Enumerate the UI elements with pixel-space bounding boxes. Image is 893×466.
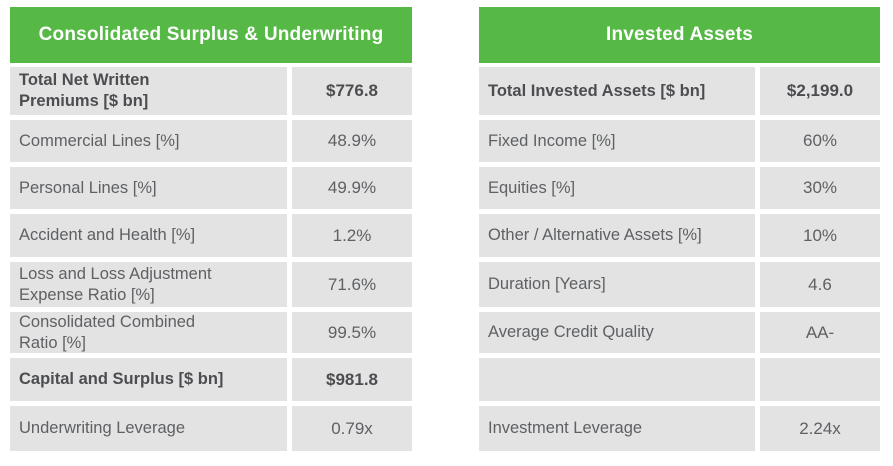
row-label: Underwriting Leverage [10, 406, 287, 451]
table-consolidated-surplus-underwriting: Consolidated Surplus & Underwriting Tota… [10, 7, 412, 451]
row-value: 0.79x [292, 406, 412, 451]
row-value: 30% [760, 167, 880, 209]
row-label: Commercial Lines [%] [10, 120, 287, 162]
table-row: Total Net Written Premiums [$ bn] $776.8 [10, 67, 412, 115]
row-value: 49.9% [292, 167, 412, 209]
row-value: 2.24x [760, 406, 880, 451]
row-value [760, 358, 880, 401]
table-row: Underwriting Leverage 0.79x [10, 406, 412, 451]
table-title: Invested Assets [606, 24, 753, 45]
table-rows: Total Invested Assets [$ bn] $2,199.0 Fi… [479, 67, 880, 451]
row-value: $776.8 [292, 67, 412, 115]
table-row: Average Credit Quality AA- [479, 312, 880, 353]
table-row: Loss and Loss Adjustment Expense Ratio [… [10, 262, 412, 307]
row-label: Personal Lines [%] [10, 167, 287, 209]
row-value: AA- [760, 312, 880, 353]
row-value: 4.6 [760, 262, 880, 307]
row-label: Loss and Loss Adjustment Expense Ratio [… [10, 262, 287, 307]
table-title: Consolidated Surplus & Underwriting [38, 24, 384, 45]
row-value: $2,199.0 [760, 67, 880, 115]
table-row: Accident and Health [%] 1.2% [10, 214, 412, 257]
table-row: Equities [%] 30% [479, 167, 880, 209]
row-label: Other / Alternative Assets [%] [479, 214, 755, 257]
table-row: Fixed Income [%] 60% [479, 120, 880, 162]
row-label: Equities [%] [479, 167, 755, 209]
row-value: $981.8 [292, 358, 412, 401]
row-value: 99.5% [292, 312, 412, 353]
row-label: Investment Leverage [479, 406, 755, 451]
table-row: Total Invested Assets [$ bn] $2,199.0 [479, 67, 880, 115]
table-header: Invested Assets [479, 7, 880, 63]
table-row: Capital and Surplus [$ bn] $981.8 [10, 358, 412, 401]
row-label [479, 358, 755, 401]
row-label: Fixed Income [%] [479, 120, 755, 162]
table-row: Commercial Lines [%] 48.9% [10, 120, 412, 162]
row-value: 71.6% [292, 262, 412, 307]
table-row: Personal Lines [%] 49.9% [10, 167, 412, 209]
row-label: Average Credit Quality [479, 312, 755, 353]
row-value: 60% [760, 120, 880, 162]
row-label: Consolidated Combined Ratio [%] [10, 312, 287, 353]
table-row [479, 358, 880, 401]
table-row: Duration [Years] 4.6 [479, 262, 880, 307]
table-row: Investment Leverage 2.24x [479, 406, 880, 451]
table-invested-assets: Invested Assets Total Invested Assets [$… [479, 7, 880, 451]
table-rows: Total Net Written Premiums [$ bn] $776.8… [10, 67, 412, 451]
row-value: 1.2% [292, 214, 412, 257]
table-row: Other / Alternative Assets [%] 10% [479, 214, 880, 257]
row-label: Total Net Written Premiums [$ bn] [10, 67, 287, 115]
row-label: Capital and Surplus [$ bn] [10, 358, 287, 401]
row-label: Duration [Years] [479, 262, 755, 307]
row-label: Accident and Health [%] [10, 214, 287, 257]
row-label: Total Invested Assets [$ bn] [479, 67, 755, 115]
table-row: Consolidated Combined Ratio [%] 99.5% [10, 312, 412, 353]
row-value: 48.9% [292, 120, 412, 162]
table-header: Consolidated Surplus & Underwriting [10, 7, 412, 63]
row-value: 10% [760, 214, 880, 257]
